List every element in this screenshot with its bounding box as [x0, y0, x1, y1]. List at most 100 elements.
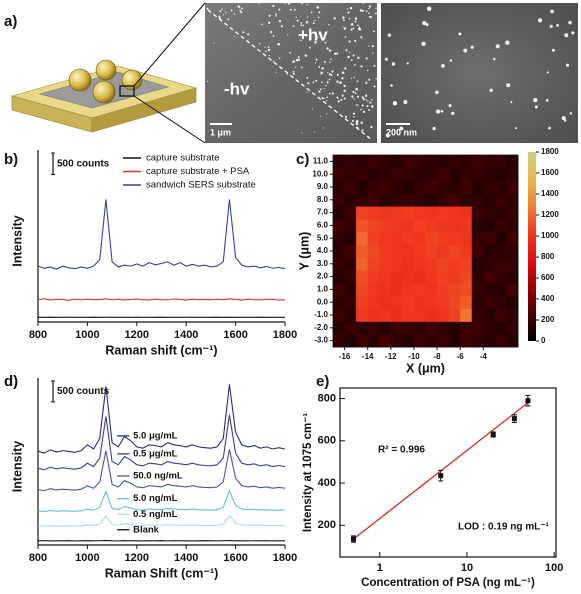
particle	[376, 78, 377, 79]
heatmap-cell	[483, 168, 495, 181]
legend-label: sandwich SERS substrate	[146, 180, 256, 191]
particle	[367, 100, 368, 101]
particle	[362, 104, 364, 106]
particle	[221, 9, 222, 10]
particle	[368, 45, 369, 46]
spectrum	[38, 415, 285, 470]
heatmap-cell	[495, 283, 507, 296]
panel-label: b)	[4, 151, 18, 168]
particle	[422, 21, 426, 25]
particle	[435, 91, 438, 94]
particle	[340, 99, 342, 101]
heatmap-cell	[402, 181, 414, 194]
particle	[361, 122, 363, 124]
particle	[510, 101, 512, 103]
heatmap-cell	[345, 321, 357, 334]
particle	[331, 70, 333, 72]
heatmap-cell	[426, 155, 438, 168]
sem-image-left: +hv-hv1 μm	[205, 2, 377, 143]
particle	[385, 58, 388, 61]
heatmap-cell	[449, 219, 461, 232]
heatmap-cell	[368, 181, 380, 194]
heatmap-cell	[437, 296, 449, 309]
heatmap-cell	[345, 232, 357, 245]
particle	[328, 24, 329, 25]
particle	[314, 131, 315, 132]
particle	[344, 67, 346, 69]
heatmap-cell	[414, 232, 426, 245]
particle	[556, 24, 559, 27]
particle	[571, 31, 574, 34]
heatmap-cell	[449, 181, 461, 194]
particle	[349, 40, 351, 42]
heatmap-cell	[379, 296, 391, 309]
particle	[496, 44, 500, 48]
particle	[277, 43, 280, 46]
heatmap-cell	[333, 296, 345, 309]
heatmap-cell	[460, 219, 472, 232]
particle	[234, 36, 235, 37]
particle	[353, 54, 355, 56]
particle	[342, 16, 344, 18]
particle	[297, 20, 299, 22]
x-tick-label: -6	[457, 352, 465, 361]
heatmap-cell	[483, 232, 495, 245]
heatmap-cell	[437, 155, 449, 168]
particle	[570, 112, 572, 114]
particle	[365, 95, 367, 97]
heatmap-cell	[426, 257, 438, 270]
data-point	[491, 432, 496, 437]
heatmap-cell	[379, 232, 391, 245]
particle	[349, 18, 351, 20]
x-tick-label: 1200	[125, 329, 149, 341]
colorbar-tick-label: 1400	[541, 189, 559, 198]
x-tick-label: 10	[461, 562, 473, 574]
y-tick-label: 7.0	[317, 208, 329, 217]
particle	[363, 2, 364, 3]
particle	[316, 6, 319, 9]
particle	[275, 72, 276, 73]
heatmap-cell	[506, 155, 518, 168]
particle	[341, 77, 343, 79]
heatmap-cell	[426, 270, 438, 283]
heatmap-cell	[495, 193, 507, 206]
particle	[213, 43, 214, 44]
heatmap-cell	[333, 155, 345, 168]
heatmap-cell	[483, 334, 495, 347]
particle	[546, 99, 549, 102]
heatmap-cell	[402, 193, 414, 206]
y-tick-label: 10.0	[312, 169, 328, 178]
particle	[352, 120, 354, 122]
heatmap-cell	[506, 168, 518, 181]
colorbar-tick-label: 800	[541, 252, 555, 261]
heatmap-cell	[495, 257, 507, 270]
particle	[347, 8, 349, 10]
heatmap-cell	[506, 257, 518, 270]
heatmap-cell	[391, 321, 403, 334]
particle	[344, 98, 346, 100]
heatmap-cell	[368, 257, 380, 270]
particle	[350, 7, 352, 9]
heatmap-cell	[472, 283, 484, 296]
heatmap-cell	[472, 334, 484, 347]
particle	[273, 61, 274, 62]
particle	[322, 97, 324, 99]
heatmap-cell	[368, 219, 380, 232]
heatmap-cell	[345, 155, 357, 168]
heatmap-cell	[391, 193, 403, 206]
heatmap-cell	[483, 321, 495, 334]
y-tick-label: 400	[318, 477, 336, 489]
particle	[225, 12, 226, 13]
spectrum	[38, 199, 285, 269]
heatmap-cell	[495, 155, 507, 168]
particle	[355, 88, 358, 91]
heatmap-cell	[506, 296, 518, 309]
particle	[207, 81, 208, 82]
heatmap-cell	[426, 245, 438, 258]
particle	[242, 31, 244, 33]
panel-label: a)	[4, 13, 17, 30]
heatmap-cell	[460, 245, 472, 258]
x-tick-label: 1000	[75, 552, 99, 564]
particle	[362, 96, 364, 98]
particle	[356, 120, 359, 123]
